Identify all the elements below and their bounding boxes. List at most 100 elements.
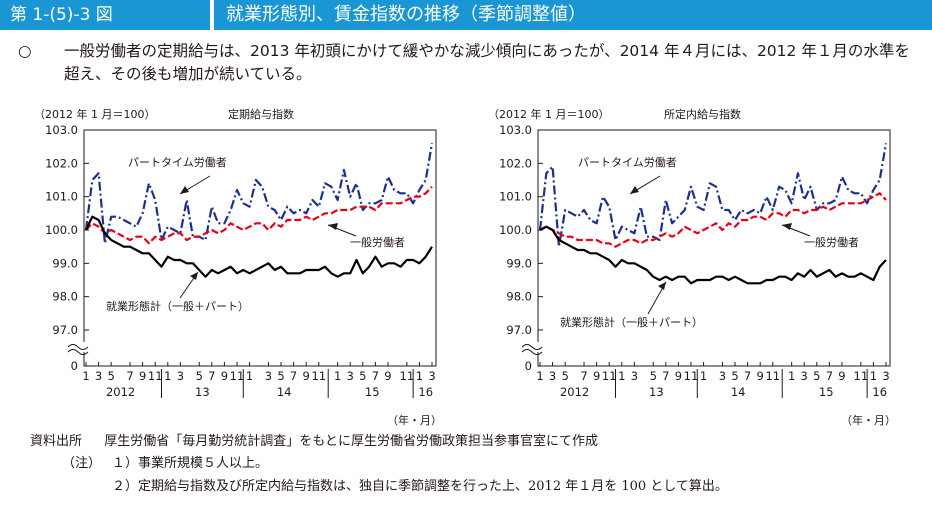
series-line bbox=[85, 185, 433, 245]
x-tick-label: 5 bbox=[107, 369, 114, 383]
x-tick-label: 1 bbox=[164, 369, 171, 383]
x-year-label: 16 bbox=[418, 385, 433, 399]
x-tick-label: 11 bbox=[311, 369, 326, 383]
x-tick-label: 3 bbox=[347, 369, 354, 383]
arrow-head bbox=[180, 186, 189, 194]
series-line bbox=[539, 192, 887, 248]
x-tick-label: 3 bbox=[177, 369, 184, 383]
y-tick-label: 97.0 bbox=[506, 323, 532, 337]
y-tick-label: 102.0 bbox=[45, 156, 78, 170]
x-tick-label: 11 bbox=[765, 369, 780, 383]
source-text: 厚生労働省「毎月勤労統計調査」をもとに厚生労働省労働政策担当参事官室にて作成 bbox=[104, 434, 599, 449]
x-tick-label: 3 bbox=[265, 369, 272, 383]
note-1: １）事業所規模５人以上。 bbox=[112, 456, 269, 471]
x-tick-label: 1 bbox=[536, 369, 543, 383]
base-label: （2012 年 1 月＝100） bbox=[488, 107, 609, 121]
figure-number: 第 1-(5)-3 図 bbox=[0, 0, 210, 30]
x-tick-label: 1 bbox=[416, 369, 423, 383]
x-tick-label: 5 bbox=[277, 369, 284, 383]
series-line bbox=[85, 215, 433, 278]
annotation-total: 就業形態計（一般＋パート） bbox=[560, 315, 703, 329]
x-year-label: 13 bbox=[195, 385, 210, 399]
x-tick-label: 3 bbox=[719, 369, 726, 383]
plot-frame bbox=[83, 129, 437, 367]
y-tick-label: 101.0 bbox=[499, 190, 532, 204]
x-tick-label: 11 bbox=[148, 369, 163, 383]
axis-break-mask bbox=[524, 342, 544, 352]
y-tick-label: 100.0 bbox=[499, 223, 532, 237]
axis-break-mark bbox=[521, 349, 543, 355]
summary-text: 一般労働者の定期給与は、2013 年初頭にかけて緩やかな減少傾向にあったが、20… bbox=[64, 42, 910, 83]
x-tick-label: 5 bbox=[196, 369, 203, 383]
chart-svg: （2012 年 1 月＝100） 定期給与指数 103.0 102.0 101.0 100… bbox=[34, 107, 442, 426]
x-tick-label: 11 bbox=[854, 369, 869, 383]
source-line: 資料出所 厚生労働省「毎月勤労統計調査」をもとに厚生労働省労働政策担当参事官室に… bbox=[30, 432, 598, 452]
axis-break-mark bbox=[67, 349, 89, 355]
x-tick-label: 11 bbox=[400, 369, 415, 383]
axis-break-mask bbox=[70, 342, 90, 352]
annotation-general: 一般労働者 bbox=[804, 235, 859, 249]
series-line bbox=[84, 143, 434, 245]
figure-header: 第 1-(5)-3 図 就業形態別、賃金指数の推移（季節調整値） bbox=[0, 0, 932, 30]
x-tick-label: 5 bbox=[561, 369, 568, 383]
y-tick-label: 98.0 bbox=[52, 290, 78, 304]
plot-frame bbox=[537, 129, 891, 367]
annotation-part-time: パートタイム労働者 bbox=[578, 155, 677, 169]
x-tick-label: 9 bbox=[139, 369, 146, 383]
x-tick-label: 5 bbox=[813, 369, 820, 383]
x-tick-label: 9 bbox=[838, 369, 845, 383]
note-2: ２）定期給与指数及び所定内給与指数は、独自に季節調整を行った上、2012 年１月… bbox=[112, 479, 728, 494]
y-tick-label: 100.0 bbox=[45, 223, 78, 237]
y-tick-label: 101.0 bbox=[45, 190, 78, 204]
y-tick-label: 103.0 bbox=[499, 123, 532, 137]
x-year-label: 14 bbox=[731, 385, 746, 399]
x-tick-label: 3 bbox=[549, 369, 556, 383]
x-tick-label: 7 bbox=[826, 369, 833, 383]
x-tick-label: 3 bbox=[801, 369, 808, 383]
x-year-label: 15 bbox=[819, 385, 834, 399]
y-tick-label: 97.0 bbox=[52, 323, 78, 337]
chart-title: 所定内給与指数 bbox=[664, 107, 741, 121]
series-line bbox=[538, 143, 888, 248]
arrow-head bbox=[658, 282, 666, 290]
x-tick-label: 7 bbox=[208, 369, 215, 383]
x-year-label: 16 bbox=[872, 385, 887, 399]
x-tick-label: 7 bbox=[126, 369, 133, 383]
y-tick-label: 99.0 bbox=[506, 256, 532, 270]
x-year-label: 2012 bbox=[560, 385, 589, 399]
arrow-head bbox=[782, 223, 792, 230]
y-tick-label: 99.0 bbox=[52, 256, 78, 270]
annotation-total: 就業形態計（一般＋パート） bbox=[106, 299, 249, 313]
source-label: 資料出所 bbox=[30, 434, 83, 449]
x-tick-label: 7 bbox=[662, 369, 669, 383]
x-year-label: 2012 bbox=[106, 385, 135, 399]
axis-break-mark bbox=[521, 344, 543, 350]
header-separator bbox=[210, 0, 214, 30]
x-tick-label: 5 bbox=[731, 369, 738, 383]
x-tick-label: 1 bbox=[700, 369, 707, 383]
y-tick-label: 0 bbox=[71, 359, 78, 373]
x-tick-label: 1 bbox=[334, 369, 341, 383]
annotation-part-time: パートタイム労働者 bbox=[128, 155, 227, 169]
x-tick-label: 5 bbox=[650, 369, 657, 383]
x-tick-label: 7 bbox=[580, 369, 587, 383]
x-tick-label: 9 bbox=[384, 369, 391, 383]
x-tick-label: 11 bbox=[602, 369, 617, 383]
chart-title: 定期給与指数 bbox=[228, 107, 294, 121]
annotation-general: 一般労働者 bbox=[350, 235, 405, 249]
chart-svg: （2012 年 1 月＝100） 所定内給与指数103.0102.0101.010… bbox=[488, 107, 896, 426]
x-tick-label: 1 bbox=[82, 369, 89, 383]
x-unit-label: （年・月） bbox=[841, 413, 896, 426]
x-year-label: 13 bbox=[649, 385, 664, 399]
note-label: （注） bbox=[62, 456, 102, 471]
x-year-label: 15 bbox=[365, 385, 380, 399]
x-tick-label: 9 bbox=[221, 369, 228, 383]
x-tick-label: 3 bbox=[428, 369, 435, 383]
x-tick-label: 9 bbox=[303, 369, 310, 383]
x-tick-label: 7 bbox=[744, 369, 751, 383]
y-tick-label: 0 bbox=[525, 359, 532, 373]
x-tick-label: 9 bbox=[675, 369, 682, 383]
x-tick-label: 1 bbox=[788, 369, 795, 383]
x-tick-label: 3 bbox=[631, 369, 638, 383]
x-tick-label: 5 bbox=[359, 369, 366, 383]
